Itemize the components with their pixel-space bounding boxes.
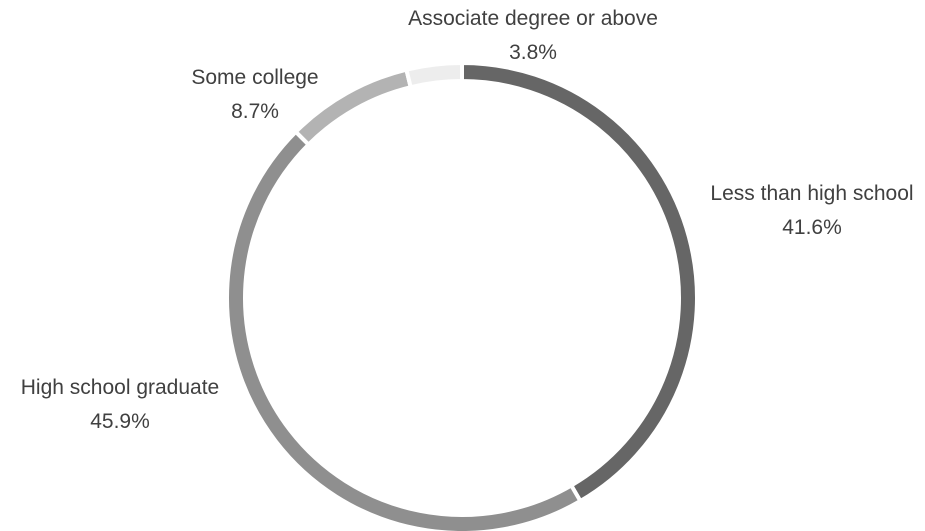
value-label-associate-degree-or-above: 3.8% — [509, 41, 557, 64]
category-label-some-college: Some college — [191, 66, 318, 89]
slice-label-associate-degree-or-above: Associate degree or above 3.8% — [408, 7, 658, 64]
value-label-some-college: 8.7% — [231, 100, 279, 123]
category-label-high-school-graduate: High school graduate — [21, 376, 219, 399]
slice-associate-degree-or-above — [404, 60, 464, 90]
category-label-associate-degree-or-above: Associate degree or above — [408, 7, 658, 30]
slice-less-than-high-school — [460, 60, 699, 504]
slice-label-high-school-graduate: High school graduate 45.9% — [21, 376, 219, 433]
value-label-high-school-graduate: 45.9% — [90, 410, 150, 433]
value-label-less-than-high-school: 41.6% — [782, 216, 842, 239]
slice-high-school-graduate — [225, 128, 584, 531]
slice-label-less-than-high-school: Less than high school 41.6% — [710, 182, 913, 239]
category-label-less-than-high-school: Less than high school — [710, 182, 913, 205]
slice-label-some-college: Some college 8.7% — [191, 66, 318, 123]
donut-slices — [225, 60, 699, 531]
